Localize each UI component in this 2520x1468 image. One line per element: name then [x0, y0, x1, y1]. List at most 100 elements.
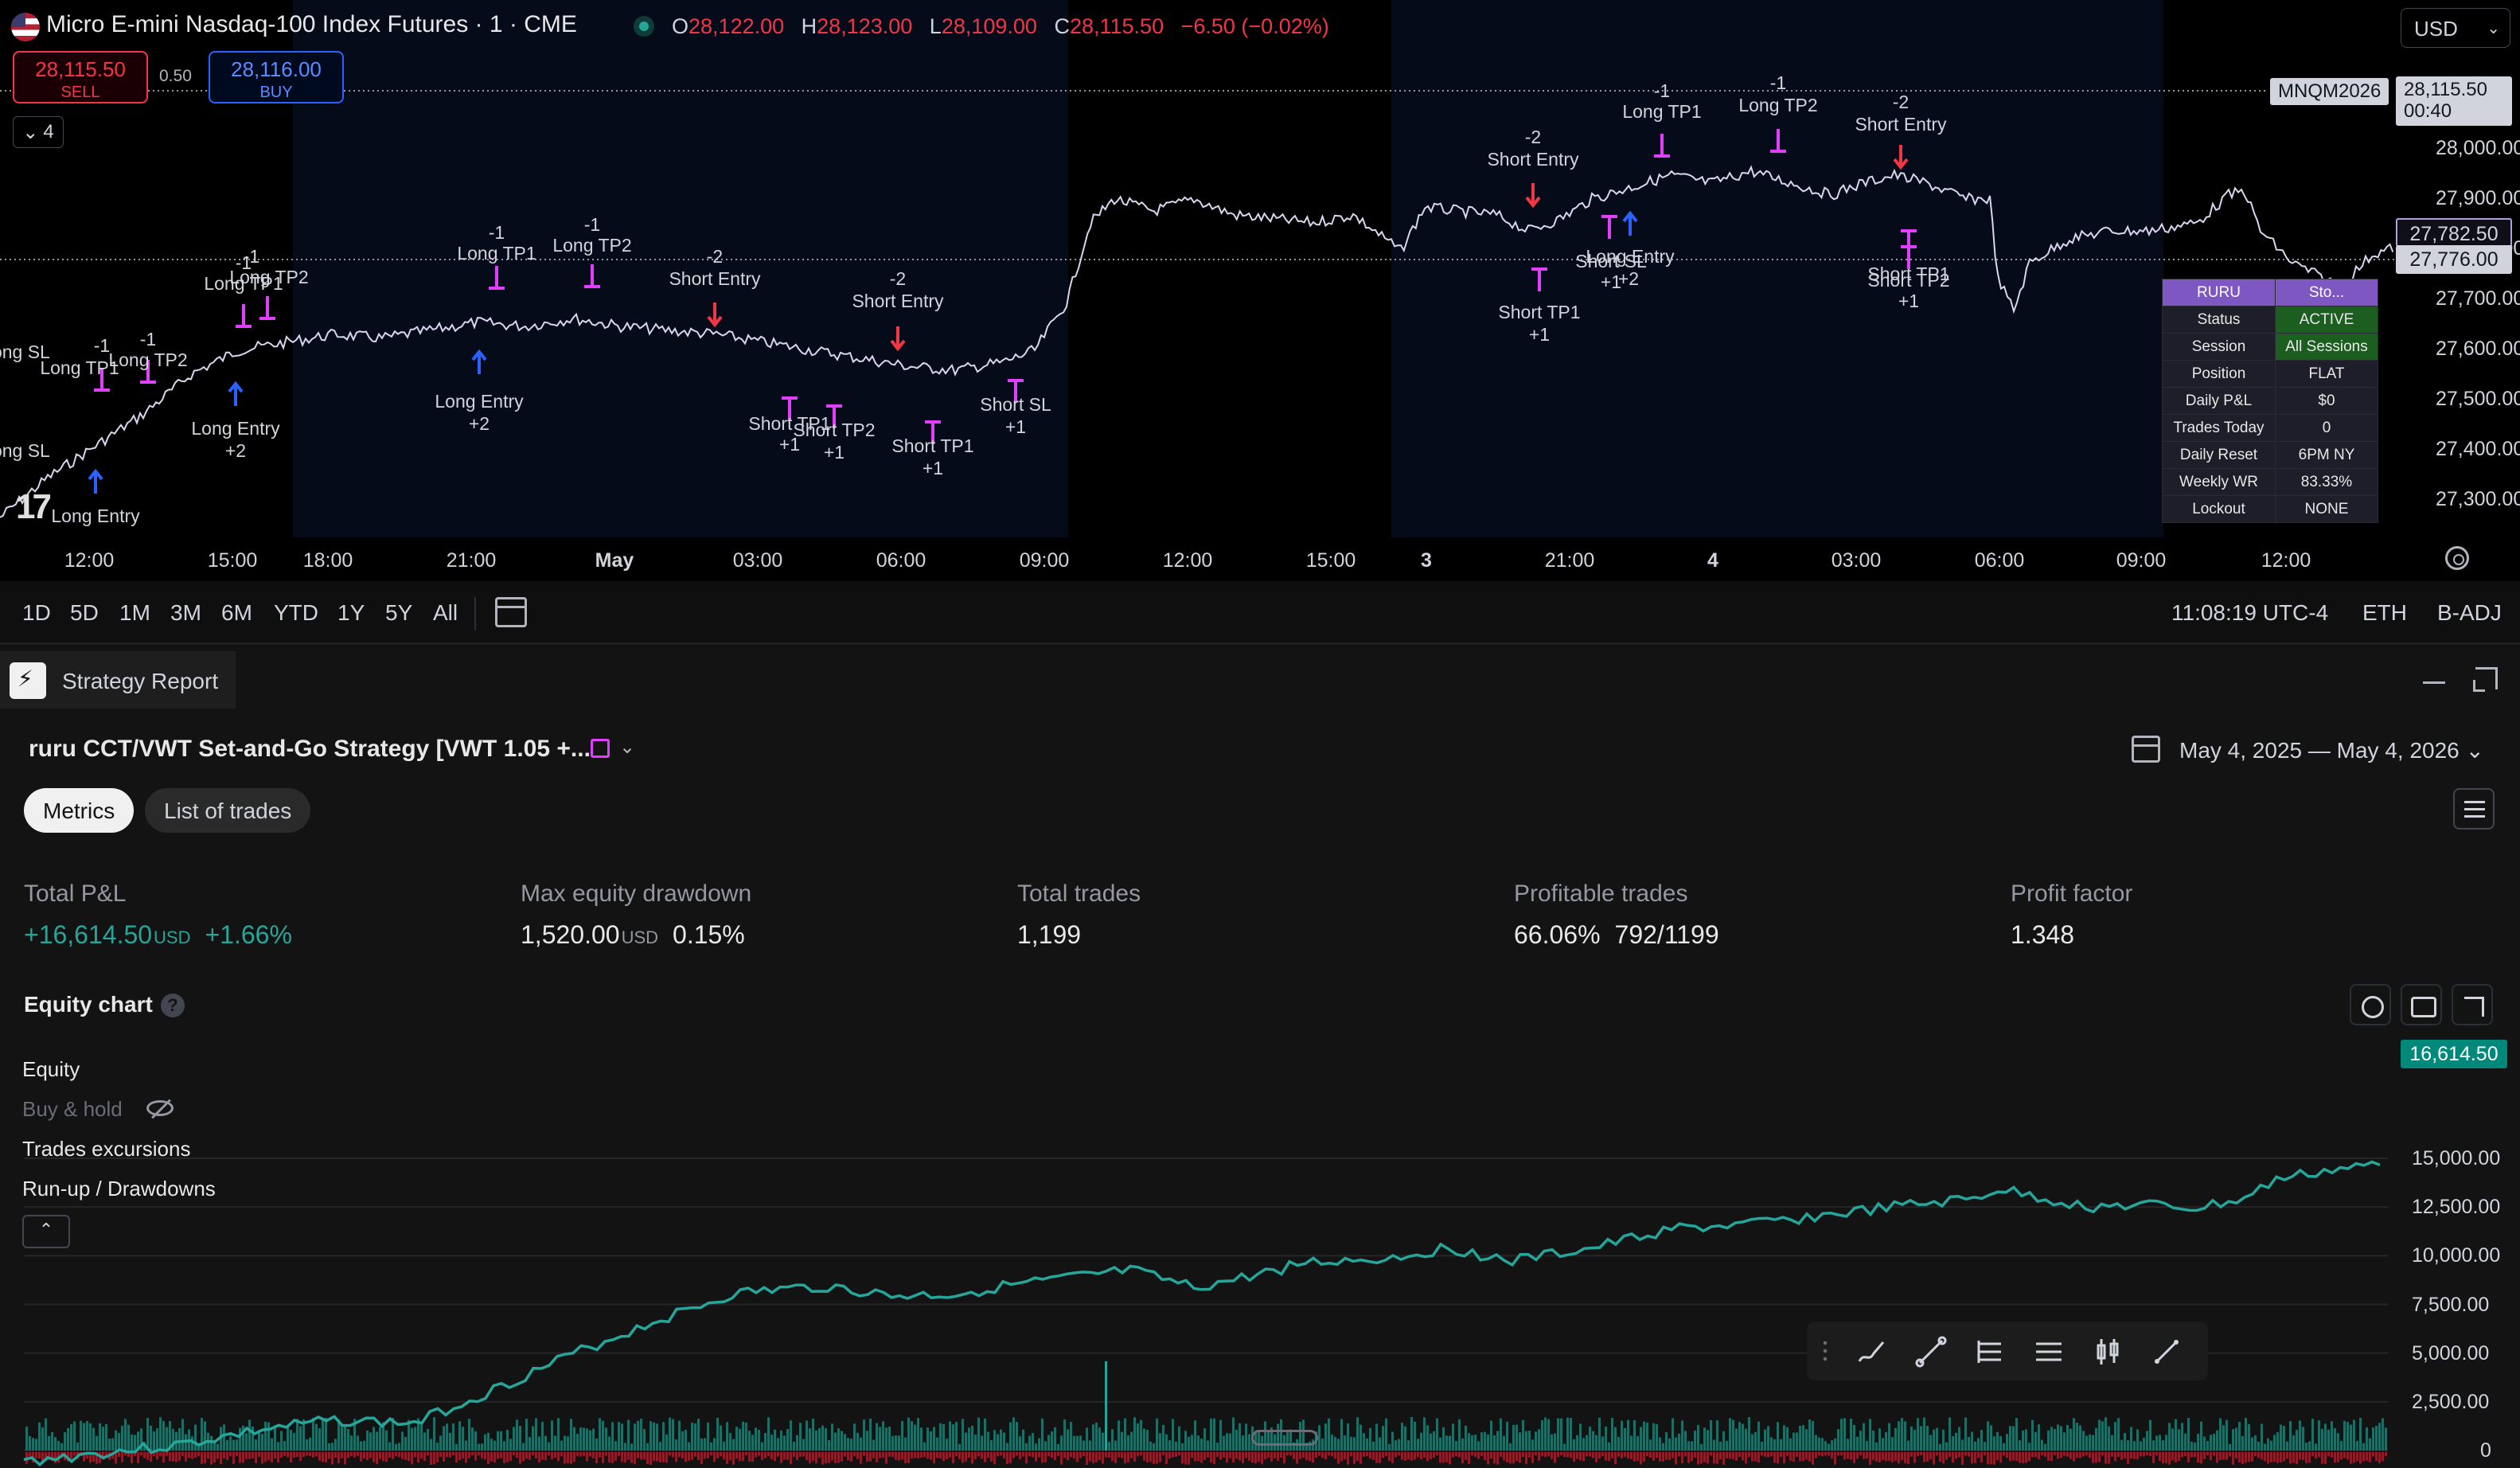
drawdown-bar — [729, 1452, 731, 1461]
gear-icon[interactable] — [2445, 546, 2469, 570]
legend-runup-drawdowns[interactable]: Run-up / Drawdowns — [22, 1177, 216, 1201]
brush-icon[interactable] — [1856, 1336, 1888, 1368]
tab-list-of-trades[interactable]: List of trades — [145, 788, 311, 833]
minimize-icon[interactable] — [2423, 681, 2445, 684]
drawdown-bar — [1041, 1452, 1043, 1463]
drawdown-bar — [2022, 1452, 2024, 1464]
excursion-bar — [834, 1432, 837, 1450]
tab-strategy-report[interactable]: Strategy Report — [0, 651, 236, 709]
excursion-bar — [739, 1428, 741, 1450]
excursion-bar — [952, 1424, 954, 1450]
trendline-icon[interactable] — [1915, 1336, 1947, 1368]
drag-handle[interactable] — [1821, 1339, 1829, 1363]
price-chart-area[interactable]: Long Entry Long Entry +2 Long Entry +2 Long T… — [0, 0, 2520, 581]
drawdown-bar — [1910, 1452, 1913, 1457]
candles-icon[interactable] — [2092, 1336, 2124, 1368]
currency-select[interactable]: USD ⌄ — [2401, 8, 2510, 48]
legend-trades-excursions[interactable]: Trades excursions — [22, 1137, 191, 1161]
drawdown-bar — [2069, 1452, 2072, 1459]
ruler-icon[interactable] — [2151, 1336, 2183, 1368]
help-icon[interactable]: ? — [161, 994, 185, 1017]
chart-scroll-handle[interactable] — [1251, 1430, 1318, 1446]
calendar-icon[interactable] — [2132, 736, 2160, 763]
drawdown-bar — [1579, 1452, 1582, 1461]
excursion-bar — [2346, 1422, 2349, 1450]
range-1d-button[interactable]: 1D — [22, 600, 51, 625]
strategy-name[interactable]: ruru CCT/VWT Set-and-Go Strategy [VWT 1.… — [29, 736, 591, 762]
maximize-icon[interactable] — [2473, 667, 2498, 692]
last-price-tag: 28,115.50 00:40 — [2396, 76, 2512, 126]
drawdown-bar — [946, 1452, 948, 1460]
long-entry-marker — [471, 349, 487, 374]
excursion-bar — [1016, 1422, 1018, 1450]
short-position-icon[interactable] — [2033, 1336, 2065, 1368]
eye-off-icon[interactable] — [146, 1100, 174, 1116]
drawdown-bar — [1987, 1452, 1989, 1465]
excursion-bar — [1146, 1430, 1149, 1450]
calendar-icon[interactable] — [591, 739, 610, 758]
range-5y-button[interactable]: 5Y — [385, 600, 413, 625]
indicators-toggle-button[interactable]: ⌄ 4 — [13, 116, 64, 148]
symbol-title[interactable]: Micro E-mini Nasdaq-100 Index Futures · … — [46, 11, 577, 37]
calendar-range-icon[interactable] — [495, 597, 527, 627]
range-1y-button[interactable]: 1Y — [337, 600, 365, 625]
excursion-bar — [2149, 1419, 2151, 1450]
clock-readout[interactable]: 11:08:19 UTC-4 — [2171, 600, 2329, 625]
excursion-bar — [1067, 1429, 1069, 1450]
legend-equity[interactable]: Equity — [22, 1057, 80, 1081]
range-6m-button[interactable]: 6M — [221, 600, 252, 625]
qty-label: +1 — [1601, 271, 1621, 292]
excursion-bar — [793, 1441, 795, 1450]
drawdown-bar — [1232, 1452, 1235, 1463]
range-all-button[interactable]: All — [433, 600, 458, 625]
excursion-bar — [70, 1424, 72, 1450]
excursion-bar — [2200, 1421, 2202, 1450]
excursion-bar — [1512, 1424, 1515, 1450]
drawdown-bar — [48, 1452, 50, 1460]
long-entry-label: Long Entry — [435, 391, 524, 412]
session-toggle[interactable]: ETH — [2362, 600, 2407, 625]
expand-icon[interactable] — [2452, 984, 2493, 1025]
drawdown-bar — [557, 1452, 560, 1462]
gear-icon[interactable] — [2350, 984, 2391, 1025]
excursion-bar — [589, 1430, 591, 1450]
excursion-bar — [1321, 1438, 1324, 1450]
legend-buy-hold[interactable]: Buy & hold — [22, 1097, 123, 1121]
date-range-select[interactable]: May 4, 2025 — May 4, 2026 ⌄ — [2179, 737, 2484, 763]
range-ytd-button[interactable]: YTD — [274, 600, 318, 625]
long-position-icon[interactable] — [1974, 1336, 2006, 1368]
tab-metrics[interactable]: Metrics — [24, 788, 135, 833]
excursion-bar — [1299, 1421, 1301, 1450]
excursion-bar — [1439, 1437, 1441, 1450]
excursion-bar — [885, 1427, 887, 1450]
long-tp1-label: Long TP1 — [40, 357, 119, 378]
drawdown-bar — [844, 1452, 846, 1457]
collapse-legend-button[interactable]: ⌃ — [22, 1215, 70, 1248]
range-3m-button[interactable]: 3M — [170, 600, 201, 625]
menu-icon[interactable] — [2453, 788, 2495, 830]
equity-chart-canvas[interactable] — [0, 1040, 2520, 1468]
excursion-bar — [860, 1437, 862, 1450]
drawdown-bar — [137, 1452, 139, 1464]
range-5d-button[interactable]: 5D — [70, 600, 99, 625]
camera-icon[interactable] — [2401, 984, 2442, 1025]
drawdown-bar — [264, 1452, 267, 1462]
range-1m-button[interactable]: 1M — [119, 600, 150, 625]
chevron-down-icon[interactable]: ⌄ — [619, 736, 636, 758]
excursion-bar — [946, 1439, 948, 1450]
adjustment-toggle[interactable]: B-ADJ — [2437, 600, 2502, 625]
excursion-bar — [1792, 1432, 1795, 1450]
excursion-bar — [1410, 1417, 1413, 1450]
drawdown-bar — [156, 1452, 158, 1460]
drawdown-bar — [2130, 1452, 2132, 1459]
excursion-bar — [1063, 1419, 1066, 1450]
excursion-bar — [2222, 1425, 2225, 1450]
drawdown-bar — [841, 1452, 843, 1462]
excursion-bar — [2124, 1433, 2126, 1450]
buy-button[interactable]: 28,116.00 BUY — [209, 51, 344, 103]
excursion-bar — [493, 1440, 496, 1450]
drawdown-bar — [363, 1452, 365, 1459]
excursion-bar — [1226, 1433, 1228, 1450]
sell-button[interactable]: 28,115.50 SELL — [13, 51, 148, 103]
